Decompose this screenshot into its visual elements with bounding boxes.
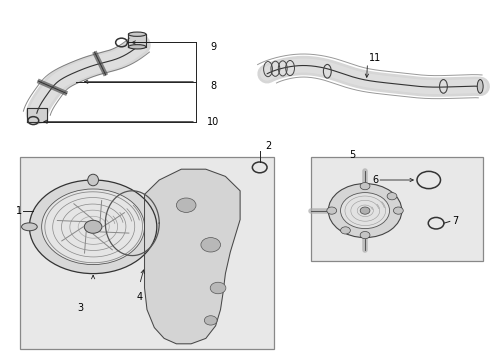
Circle shape [327,207,337,214]
Ellipse shape [128,45,146,49]
Circle shape [360,183,370,190]
Text: 11: 11 [368,53,381,63]
Text: 1: 1 [16,206,22,216]
Text: 2: 2 [265,141,271,151]
Circle shape [84,220,102,233]
Polygon shape [145,169,240,344]
Circle shape [341,227,350,234]
Polygon shape [27,108,47,122]
Circle shape [387,193,397,200]
Text: 5: 5 [350,150,356,160]
Text: 6: 6 [372,175,378,185]
Circle shape [210,282,226,294]
Circle shape [176,198,196,212]
Circle shape [201,238,220,252]
Circle shape [204,316,217,325]
Circle shape [360,231,370,239]
Text: 3: 3 [78,303,84,313]
Ellipse shape [88,174,98,186]
Circle shape [341,193,390,229]
Text: 10: 10 [207,117,220,127]
Ellipse shape [22,223,37,231]
Ellipse shape [477,80,483,93]
Circle shape [328,184,402,238]
Bar [20,157,274,349]
Text: 4: 4 [137,292,143,302]
Circle shape [393,207,403,214]
Text: 7: 7 [453,216,459,226]
Circle shape [29,180,157,274]
Ellipse shape [128,32,146,36]
Text: 9: 9 [210,42,216,52]
Circle shape [42,189,145,265]
Bar [311,157,483,261]
Circle shape [360,207,370,214]
Text: 8: 8 [210,81,216,91]
Polygon shape [128,34,146,47]
